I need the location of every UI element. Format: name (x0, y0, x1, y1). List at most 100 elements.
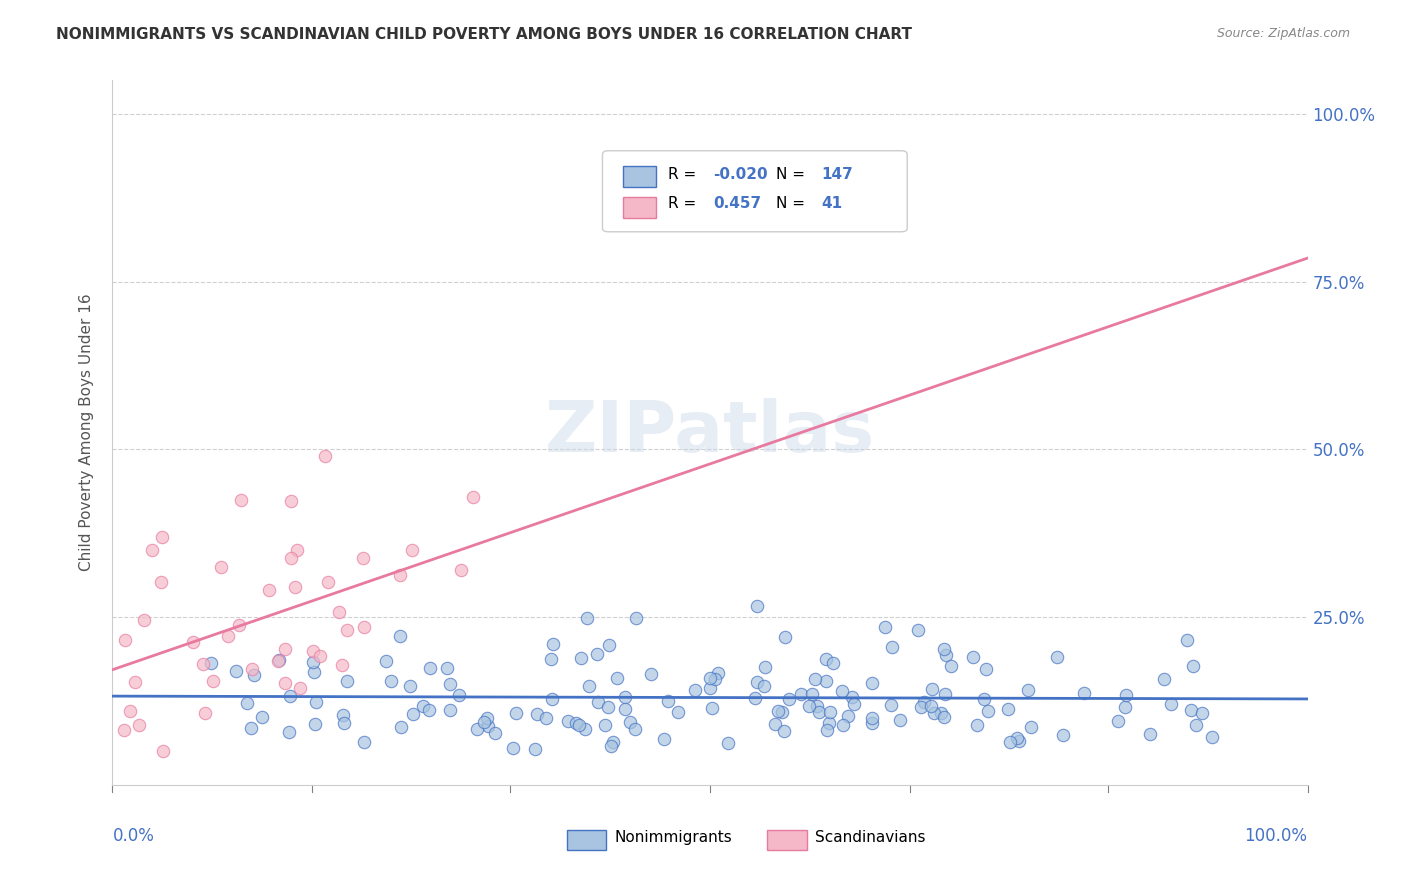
Point (477, 719, 499, 733)
Point (399, 679, 422, 693)
FancyBboxPatch shape (768, 830, 807, 850)
Point (754, 659, 776, 673)
Point (837, 709, 859, 723)
Point (225, 664, 247, 678)
Point (797, 698, 820, 713)
Point (962, 650, 984, 665)
Point (1115, 688, 1137, 702)
Text: 0.457: 0.457 (714, 196, 762, 211)
Point (150, 530, 173, 544)
Point (1139, 727, 1161, 741)
Text: 0.0%: 0.0% (112, 827, 155, 846)
Point (336, 624, 359, 638)
Point (1160, 697, 1182, 711)
Text: 147: 147 (821, 167, 853, 181)
Text: 100.0%: 100.0% (1244, 827, 1308, 846)
Point (240, 722, 263, 736)
Point (502, 741, 524, 756)
Point (540, 652, 562, 666)
Point (1017, 683, 1039, 698)
Point (1201, 730, 1223, 744)
Point (114, 633, 136, 648)
Point (1153, 672, 1175, 686)
Point (717, 735, 740, 749)
Point (557, 714, 579, 728)
Point (120, 704, 142, 718)
Point (1005, 731, 1028, 746)
Point (934, 641, 956, 656)
Text: Scandinavians: Scandinavians (815, 830, 925, 846)
Point (194, 706, 217, 721)
Text: N =: N = (776, 196, 810, 211)
Point (600, 739, 623, 753)
Point (747, 675, 769, 690)
Point (309, 648, 332, 663)
Point (588, 695, 610, 709)
Point (966, 717, 988, 731)
Point (540, 692, 562, 706)
Point (576, 611, 599, 625)
Point (875, 620, 897, 634)
Point (568, 718, 591, 732)
Point (973, 692, 995, 706)
FancyBboxPatch shape (623, 196, 657, 218)
Point (910, 700, 932, 714)
Point (353, 619, 375, 633)
Point (745, 599, 768, 613)
Point (841, 690, 863, 704)
Point (450, 563, 472, 577)
Point (191, 657, 214, 671)
Point (228, 618, 250, 632)
Point (328, 606, 350, 620)
Point (439, 677, 461, 691)
Point (1052, 728, 1074, 742)
Point (1175, 632, 1198, 647)
Point (623, 722, 645, 736)
Point (152, 744, 174, 758)
Point (202, 673, 225, 688)
Point (806, 698, 828, 713)
Point (278, 725, 301, 739)
Point (815, 723, 838, 737)
Point (389, 720, 412, 734)
Point (240, 663, 263, 677)
Point (889, 713, 911, 727)
Point (257, 583, 280, 598)
Point (274, 676, 297, 690)
Point (330, 657, 353, 672)
Point (541, 637, 564, 651)
Point (815, 673, 838, 688)
Point (935, 648, 957, 662)
Point (706, 665, 728, 680)
Point (702, 700, 724, 714)
Point (124, 674, 146, 689)
Point (389, 567, 412, 582)
Point (699, 672, 721, 686)
Text: R =: R = (668, 196, 706, 211)
Point (353, 734, 375, 748)
Point (1180, 703, 1202, 717)
Point (465, 722, 488, 736)
Point (683, 682, 706, 697)
Point (526, 707, 548, 722)
Point (860, 676, 883, 690)
Point (598, 700, 620, 714)
Point (976, 704, 998, 718)
Point (284, 580, 307, 594)
Point (602, 735, 624, 749)
Point (267, 653, 290, 667)
Point (302, 644, 325, 658)
Point (1019, 720, 1042, 734)
Point (524, 742, 547, 756)
Point (1046, 649, 1069, 664)
Point (304, 717, 326, 731)
Point (790, 687, 813, 701)
Point (744, 691, 766, 706)
Point (243, 668, 266, 682)
Point (593, 718, 616, 732)
Point (860, 716, 883, 731)
Point (574, 722, 596, 736)
Point (302, 655, 325, 669)
Point (614, 690, 637, 704)
Point (267, 654, 290, 668)
